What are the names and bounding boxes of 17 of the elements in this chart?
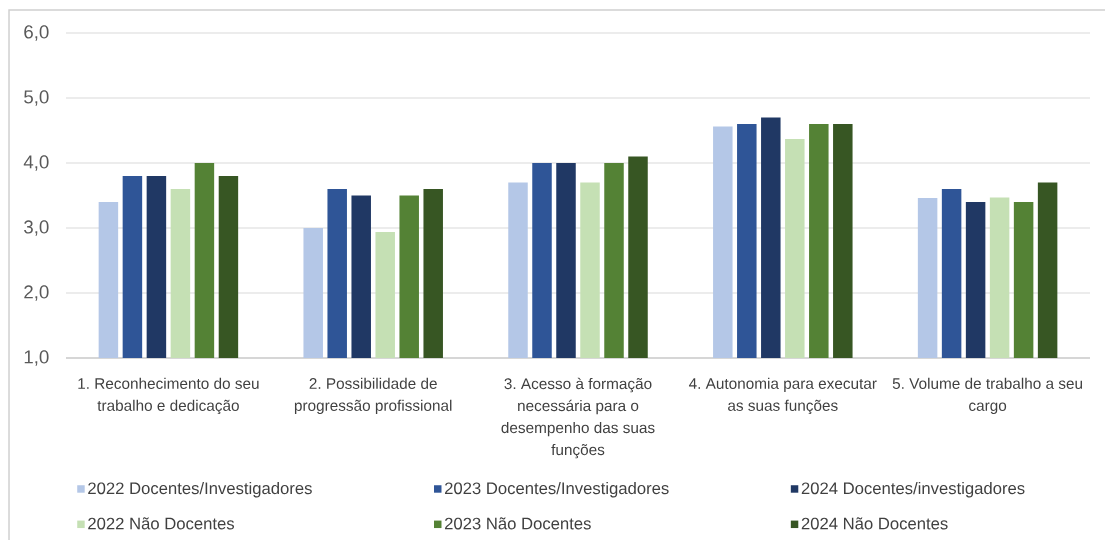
- legend-label: 2024 Docentes/investigadores: [801, 481, 1025, 498]
- y-tick-label: 2,0: [24, 285, 49, 301]
- x-tick-label: 5. Volume de trabalho a seu cargo: [892, 377, 1083, 414]
- x-tick-label: 3. Acesso à formação necessária para o desempenho das suas funções: [501, 377, 655, 459]
- x-tick-label: 4. Autonomia para executar as suas funções: [688, 377, 877, 415]
- legend-label: 2022 Não Docentes: [88, 517, 235, 530]
- legend-label: 2024 Não Docentes: [801, 517, 948, 530]
- y-tick-label: 5,0: [24, 90, 49, 106]
- x-tick-label: 2. Possibilidade de progressão profissional: [294, 377, 452, 414]
- legend-label: 2023 Não Docentes: [444, 517, 591, 530]
- y-tick-label: 1,0: [24, 350, 49, 366]
- y-tick-label: 6,0: [24, 25, 49, 41]
- y-tick-label: 3,0: [24, 220, 49, 236]
- legend-label: 2023 Docentes/Investigadores: [444, 481, 669, 498]
- x-tick-label: 1. Reconhecimento do seu trabalho e dedicação: [78, 377, 259, 415]
- legend-label: 2022 Docentes/Investigadores: [88, 481, 312, 498]
- y-tick-label: 4,0: [23, 155, 49, 171]
